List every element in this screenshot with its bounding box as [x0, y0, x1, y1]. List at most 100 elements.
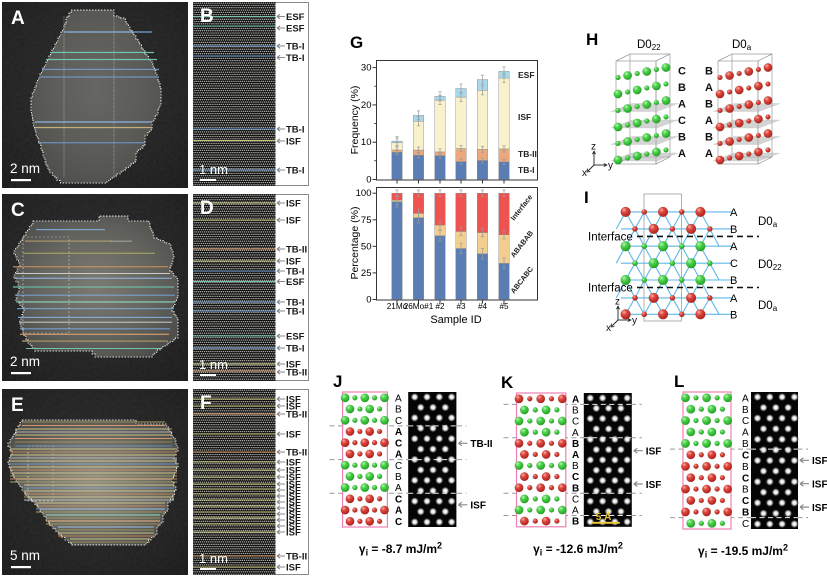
svg-text:y: y [632, 316, 637, 327]
svg-text:γi = -8.7 mJ/m2: γi = -8.7 mJ/m2 [359, 541, 442, 558]
svg-text:TB-I: TB-I [286, 267, 304, 278]
svg-text:B: B [395, 405, 402, 416]
svg-text:B: B [200, 6, 214, 27]
svg-text:B: B [742, 485, 749, 496]
svg-text:E: E [11, 395, 24, 416]
svg-text:A: A [572, 428, 579, 439]
svg-text:ISF: ISF [286, 430, 301, 441]
svg-text:B: B [572, 483, 579, 494]
svg-text:B: B [742, 508, 749, 519]
svg-text:C: C [572, 472, 579, 483]
svg-text:25: 25 [361, 268, 372, 279]
svg-text:1 nm: 1 nm [199, 551, 228, 566]
svg-text:B: B [572, 405, 579, 416]
svg-text:C: C [572, 494, 579, 505]
svg-text:Interface: Interface [508, 193, 534, 223]
svg-text:1 nm: 1 nm [199, 162, 228, 177]
svg-text:F: F [200, 393, 212, 414]
svg-text:C: C [572, 416, 579, 427]
svg-text:B: B [705, 99, 713, 111]
svg-text:ISF: ISF [286, 522, 301, 533]
svg-text:ISF: ISF [286, 199, 301, 210]
svg-text:ISF: ISF [646, 480, 662, 491]
svg-text:ISF: ISF [286, 257, 301, 268]
svg-text:ISF: ISF [286, 563, 301, 574]
svg-text:TB-II: TB-II [286, 552, 307, 563]
svg-text:K: K [501, 373, 514, 392]
svg-text:Percentage (%): Percentage (%) [349, 207, 361, 280]
svg-text:100: 100 [356, 188, 372, 199]
svg-text:A: A [395, 394, 402, 405]
svg-text:A: A [730, 293, 738, 305]
svg-text:A: A [730, 207, 738, 219]
svg-text:#4: #4 [478, 302, 488, 311]
svg-text:ISF: ISF [286, 510, 301, 521]
svg-text:γi = -19.5 mJ/m2: γi = -19.5 mJ/m2 [698, 543, 788, 560]
svg-text:C: C [742, 496, 749, 507]
svg-text:C: C [395, 416, 402, 427]
svg-text:A: A [572, 394, 579, 405]
svg-text:#2: #2 [435, 302, 445, 311]
svg-text:ISF: ISF [286, 216, 301, 227]
svg-text:A: A [678, 148, 686, 160]
svg-text:x: x [582, 168, 587, 179]
svg-text:A: A [395, 506, 402, 517]
svg-text:B: B [742, 462, 749, 473]
svg-text:ISF: ISF [812, 480, 827, 491]
svg-text:D0a: D0a [732, 39, 752, 52]
svg-text:ISF: ISF [286, 137, 301, 148]
svg-text:B: B [678, 132, 686, 144]
svg-text:C: C [742, 519, 749, 530]
svg-text:x: x [606, 323, 611, 334]
svg-text:I: I [584, 188, 589, 207]
svg-text:C: C [678, 66, 686, 78]
svg-text:B: B [705, 132, 713, 144]
svg-text:B: B [730, 309, 737, 321]
svg-text:B: B [572, 461, 579, 472]
svg-text:TB-II: TB-II [286, 448, 307, 459]
svg-text:ISF: ISF [286, 516, 301, 527]
svg-text:5 Å: 5 Å [596, 510, 612, 523]
svg-text:TB-II: TB-II [286, 368, 307, 379]
svg-text:ISF: ISF [286, 504, 301, 515]
svg-text:26Mo#1: 26Mo#1 [404, 302, 434, 311]
svg-text:TB-I: TB-I [286, 307, 304, 318]
svg-text:ISF: ISF [812, 456, 827, 467]
svg-text:A: A [742, 428, 749, 439]
svg-text:A: A [705, 115, 713, 127]
svg-text:B: B [730, 275, 737, 287]
svg-text:5 nm: 5 nm [10, 548, 40, 563]
svg-text:ESF: ESF [286, 332, 305, 343]
svg-text:TB-I: TB-I [286, 344, 304, 355]
svg-text:ISF: ISF [286, 402, 301, 413]
svg-text:A: A [678, 99, 686, 111]
svg-text:ESF: ESF [286, 12, 305, 23]
svg-text:y: y [608, 161, 613, 172]
svg-text:ABCABC: ABCABC [508, 264, 535, 295]
svg-text:TB-I: TB-I [286, 53, 304, 64]
svg-text:2 nm: 2 nm [10, 354, 40, 369]
svg-text:D0a: D0a [758, 216, 778, 229]
svg-text:A: A [572, 505, 579, 516]
svg-text:TB-II: TB-II [470, 439, 492, 450]
svg-text:B: B [395, 472, 402, 483]
svg-text:ISF: ISF [286, 466, 301, 477]
svg-text:A: A [705, 82, 713, 94]
svg-text:#5: #5 [499, 302, 509, 311]
svg-text:ISF: ISF [518, 112, 531, 122]
svg-text:ESF: ESF [286, 24, 305, 35]
svg-text:A: A [395, 450, 402, 461]
svg-text:ISF: ISF [286, 528, 301, 539]
svg-text:ISF: ISF [286, 360, 301, 371]
svg-text:C: C [742, 473, 749, 484]
svg-text:TB-II: TB-II [518, 149, 537, 159]
svg-text:21Mo: 21Mo [387, 302, 408, 311]
svg-text:ISF: ISF [286, 473, 301, 484]
svg-text:A: A [572, 450, 579, 461]
svg-text:1 nm: 1 nm [199, 357, 228, 372]
svg-text:C: C [742, 451, 749, 462]
svg-text:D022: D022 [758, 259, 782, 272]
svg-text:TB-I: TB-I [286, 166, 304, 177]
svg-text:20: 20 [361, 100, 372, 111]
svg-text:A: A [730, 241, 738, 253]
